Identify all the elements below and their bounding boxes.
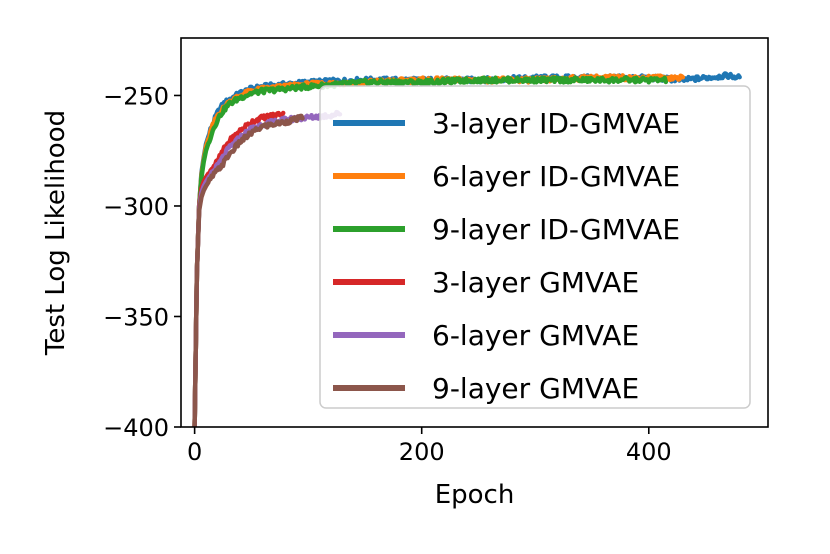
x-axis-title: Epoch xyxy=(435,480,515,510)
x-tick-label: 200 xyxy=(399,438,445,466)
y-axis-title: Test Log Likelihood xyxy=(41,110,71,356)
y-tick-label: −350 xyxy=(103,303,169,331)
series-line-6 xyxy=(192,113,305,427)
y-tick-label: −250 xyxy=(103,82,169,110)
y-tick-label: −300 xyxy=(103,193,169,221)
legend-label: 6-layer GMVAE xyxy=(432,319,639,352)
x-tick-label: 400 xyxy=(626,438,672,466)
series-line-3 xyxy=(192,75,669,427)
legend-label: 9-layer GMVAE xyxy=(432,372,639,405)
legend-box xyxy=(319,85,751,409)
legend: 3-layer ID-GMVAE 6-layer ID-GMVAE 9-layer … xyxy=(319,85,751,409)
legend-label: 3-layer ID-GMVAE xyxy=(432,107,680,140)
x-axis: 0 200 400 xyxy=(187,427,672,466)
plot-frame xyxy=(180,37,769,428)
legend-label: 9-layer ID-GMVAE xyxy=(432,213,680,246)
legend-label: 3-layer GMVAE xyxy=(432,266,639,299)
plot-lines xyxy=(192,71,742,427)
y-axis: −250 −300 −350 −400 xyxy=(103,82,181,442)
legend-label: 6-layer ID-GMVAE xyxy=(432,160,680,193)
x-tick-label: 0 xyxy=(187,438,202,466)
y-tick-label: −400 xyxy=(103,414,169,442)
